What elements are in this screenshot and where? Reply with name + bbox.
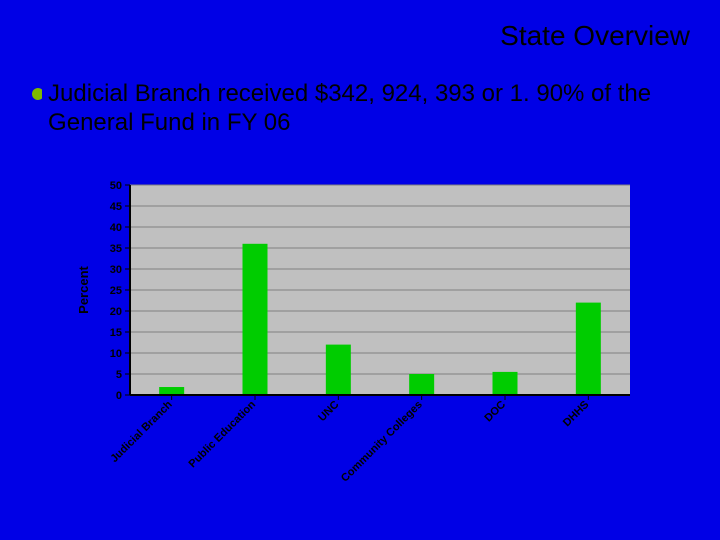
ytick-label: 30 [110, 264, 122, 276]
body-block: Judicial Branch received $342, 924, 393 … [30, 80, 690, 138]
ytick-label: 35 [110, 243, 122, 255]
bar [409, 374, 434, 395]
bar [243, 244, 268, 395]
chart: 0 5 10 15 20 25 30 35 40 45 50 Judicial BranchPubli… [70, 180, 650, 510]
bullet-dot [32, 88, 42, 100]
ytick-label: 5 [116, 369, 122, 381]
bullet-icon [30, 86, 42, 102]
x-category: DHHS [561, 399, 592, 430]
ytick-label: 45 [110, 201, 122, 213]
x-category: UNC [316, 399, 341, 424]
bar [576, 303, 601, 395]
bar [493, 372, 518, 395]
ytick-label: 15 [110, 327, 122, 339]
y-axis-label: Percent [76, 265, 91, 313]
x-category: Community Colleges [339, 399, 425, 485]
ytick-label: 25 [110, 285, 122, 297]
slide: State Overview Judicial Branch received … [0, 0, 720, 540]
body-text: Judicial Branch received $342, 924, 393 … [48, 80, 690, 138]
ytick-label: 20 [110, 306, 122, 318]
ytick-label: 10 [110, 348, 122, 360]
ytick-label: 40 [110, 222, 122, 234]
bar [159, 387, 184, 395]
x-category: DOC [482, 399, 508, 425]
chart-svg: 0 5 10 15 20 25 30 35 40 45 50 Judicial BranchPubli… [70, 180, 650, 510]
ytick-label: 50 [110, 180, 122, 192]
slide-title: State Overview [500, 20, 690, 52]
x-category: Judicial Branch [108, 398, 175, 465]
x-category: Public Education [187, 398, 259, 470]
ytick-label: 0 [116, 390, 122, 402]
bar [326, 345, 351, 395]
